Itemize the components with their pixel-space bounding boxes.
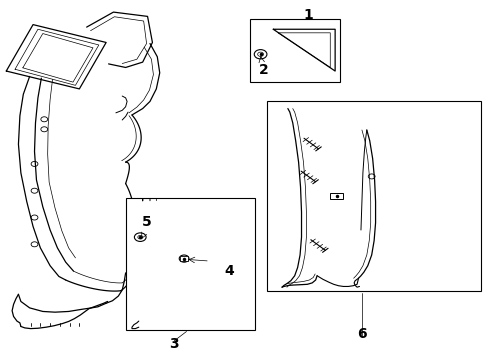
- Bar: [125, 198, 255, 330]
- Text: 6: 6: [357, 327, 367, 341]
- Text: 2: 2: [259, 63, 269, 77]
- Text: 4: 4: [224, 264, 234, 278]
- Bar: [180, 256, 188, 261]
- Bar: [267, 102, 481, 291]
- Bar: [250, 19, 340, 82]
- Text: 3: 3: [170, 337, 179, 351]
- Text: 1: 1: [303, 8, 313, 22]
- Text: 5: 5: [142, 215, 151, 229]
- Bar: [330, 193, 343, 199]
